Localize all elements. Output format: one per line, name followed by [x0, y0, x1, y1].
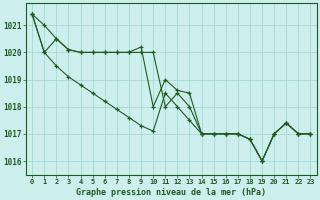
X-axis label: Graphe pression niveau de la mer (hPa): Graphe pression niveau de la mer (hPa): [76, 188, 266, 197]
